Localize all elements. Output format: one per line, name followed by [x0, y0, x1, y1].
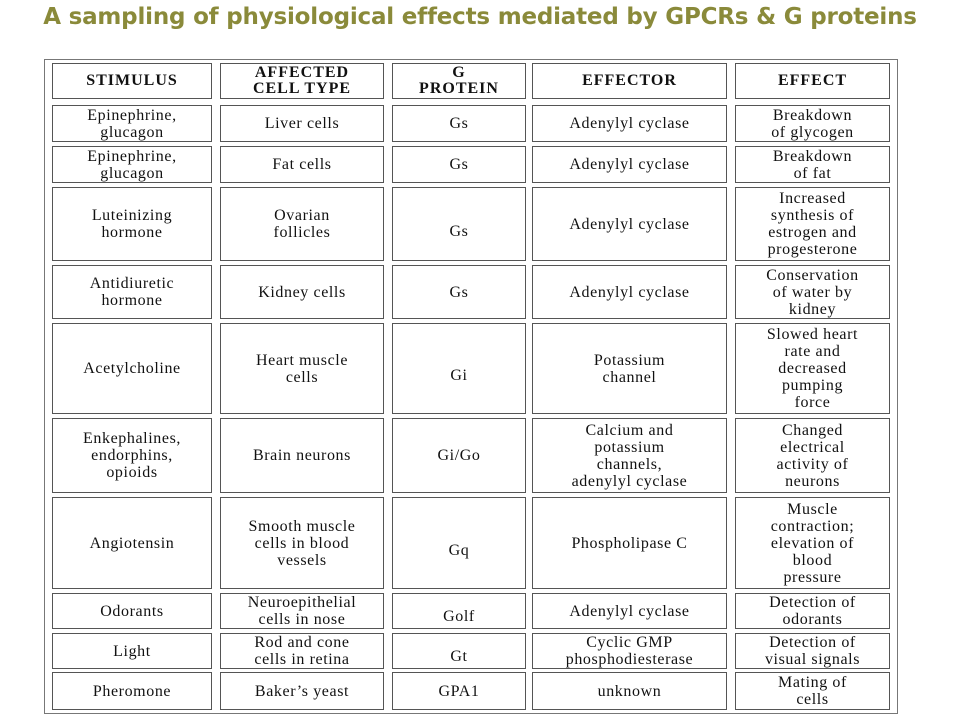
- cell-effect: Slowed heart rate and decreased pumping …: [735, 323, 890, 414]
- cell-g-protein: Gs: [392, 187, 526, 261]
- cell-stimulus: Light: [52, 633, 212, 669]
- cell-cell-type: Smooth muscle cells in blood vessels: [220, 497, 384, 589]
- cell-stimulus: Antidiuretic hormone: [52, 265, 212, 319]
- cell-cell-type: Liver cells: [220, 105, 384, 142]
- cell-g-protein: Gq: [392, 497, 526, 589]
- cell-cell-type: Rod and cone cells in retina: [220, 633, 384, 669]
- cell-g-protein: GPA1: [392, 672, 526, 710]
- cell-stimulus: Acetylcholine: [52, 323, 212, 414]
- header-cell-type: AFFECTED CELL TYPE: [220, 63, 384, 99]
- cell-stimulus: Angiotensin: [52, 497, 212, 589]
- cell-effect: Breakdown of fat: [735, 146, 890, 183]
- cell-cell-type: Heart muscle cells: [220, 323, 384, 414]
- cell-g-protein: Gs: [392, 146, 526, 183]
- cell-g-protein: Golf: [392, 593, 526, 629]
- cell-stimulus: Odorants: [52, 593, 212, 629]
- cell-effector: unknown: [532, 672, 727, 710]
- table-frame: [44, 59, 898, 714]
- cell-stimulus: Epinephrine, glucagon: [52, 105, 212, 142]
- cell-effector: Potassium channel: [532, 323, 727, 414]
- cell-effector: Adenylyl cyclase: [532, 187, 727, 261]
- header-stimulus: STIMULUS: [52, 63, 212, 99]
- cell-effect: Muscle contraction; elevation of blood p…: [735, 497, 890, 589]
- cell-effector: Adenylyl cyclase: [532, 593, 727, 629]
- cell-cell-type: Kidney cells: [220, 265, 384, 319]
- cell-effect: Conservation of water by kidney: [735, 265, 890, 319]
- cell-effector: Adenylyl cyclase: [532, 105, 727, 142]
- cell-effector: Phospholipase C: [532, 497, 727, 589]
- cell-g-protein: Gs: [392, 265, 526, 319]
- cell-g-protein: Gi/Go: [392, 418, 526, 493]
- cell-cell-type: Brain neurons: [220, 418, 384, 493]
- cell-stimulus: Enkephalines, endorphins, opioids: [52, 418, 212, 493]
- cell-cell-type: Ovarian follicles: [220, 187, 384, 261]
- cell-effect: Detection of odorants: [735, 593, 890, 629]
- cell-effector: Cyclic GMP phosphodiesterase: [532, 633, 727, 669]
- cell-effect: Mating of cells: [735, 672, 890, 710]
- cell-effector: Calcium and potassium channels, adenylyl…: [532, 418, 727, 493]
- cell-effect: Increased synthesis of estrogen and prog…: [735, 187, 890, 261]
- cell-effector: Adenylyl cyclase: [532, 265, 727, 319]
- header-effect: EFFECT: [735, 63, 890, 99]
- header-g-protein: G PROTEIN: [392, 63, 526, 99]
- cell-stimulus: Epinephrine, glucagon: [52, 146, 212, 183]
- cell-g-protein: Gt: [392, 633, 526, 669]
- cell-cell-type: Fat cells: [220, 146, 384, 183]
- cell-effect: Changed electrical activity of neurons: [735, 418, 890, 493]
- cell-cell-type: Baker’s yeast: [220, 672, 384, 710]
- header-effector: EFFECTOR: [532, 63, 727, 99]
- cell-cell-type: Neuroepithelial cells in nose: [220, 593, 384, 629]
- cell-g-protein: Gi: [392, 323, 526, 414]
- cell-effect: Detection of visual signals: [735, 633, 890, 669]
- cell-effector: Adenylyl cyclase: [532, 146, 727, 183]
- cell-stimulus: Pheromone: [52, 672, 212, 710]
- cell-effect: Breakdown of glycogen: [735, 105, 890, 142]
- page-title: A sampling of physiological effects medi…: [43, 4, 917, 30]
- cell-stimulus: Luteinizing hormone: [52, 187, 212, 261]
- cell-g-protein: Gs: [392, 105, 526, 142]
